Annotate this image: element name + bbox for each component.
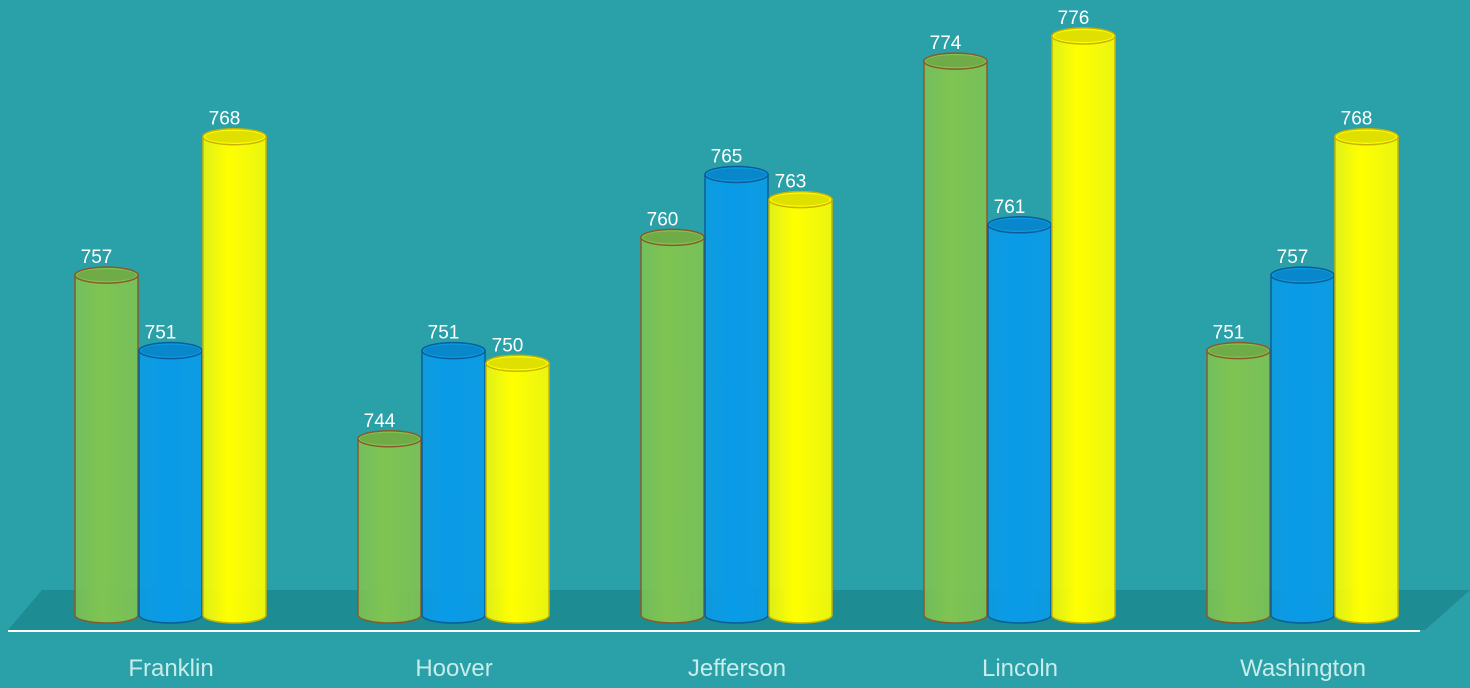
- bar-top: [987, 216, 1052, 234]
- bar-body: [138, 349, 203, 624]
- category-label-jefferson: Jefferson: [688, 655, 786, 682]
- bar-top-shade: [488, 357, 547, 370]
- bar-top: [357, 430, 422, 448]
- bar-body: [421, 349, 486, 624]
- bar-top-shade: [1209, 344, 1268, 357]
- bar-body: [485, 362, 550, 624]
- bar-washington-series-1: [1206, 341, 1271, 624]
- data-label-washington-series-3: 768: [1341, 109, 1373, 130]
- bar-top: [485, 354, 550, 373]
- data-label-franklin-series-1: 757: [81, 247, 113, 268]
- bar-lincoln-series-1: [923, 52, 988, 624]
- data-label-washington-series-1: 751: [1213, 323, 1245, 344]
- bar-top-shade: [77, 269, 136, 282]
- data-label-jefferson-series-3: 763: [775, 172, 807, 193]
- bar-body: [74, 274, 139, 624]
- bar-top: [74, 266, 139, 284]
- data-label-lincoln-series-1: 774: [930, 33, 962, 54]
- bar-body: [768, 198, 833, 624]
- data-label-hoover-series-2: 751: [428, 323, 460, 344]
- bar-body: [704, 173, 769, 624]
- bar-jefferson-series-2: [704, 165, 769, 624]
- bar-body: [202, 135, 267, 624]
- category-label-washington: Washington: [1240, 655, 1366, 682]
- bar-body: [640, 236, 705, 624]
- data-label-washington-series-2: 757: [1277, 247, 1309, 268]
- bar-body: [923, 60, 988, 624]
- bar-top-shade: [1273, 269, 1332, 282]
- bar-body: [987, 224, 1052, 624]
- bar-franklin-series-1: [74, 266, 139, 624]
- bar-body: [357, 438, 422, 624]
- bar-top: [704, 165, 769, 184]
- bar-top: [640, 228, 705, 247]
- category-label-franklin: Franklin: [128, 655, 213, 682]
- bar-top: [923, 52, 988, 70]
- bar-top-shade: [990, 218, 1049, 231]
- bar-hoover-series-1: [357, 430, 422, 624]
- bar-top: [138, 341, 203, 360]
- bar-washington-series-2: [1270, 266, 1335, 624]
- bar-top: [768, 190, 833, 209]
- bar-top-shade: [1054, 30, 1113, 42]
- bar-top: [1270, 266, 1335, 284]
- bar-top-shade: [141, 344, 200, 357]
- bar-top: [1206, 341, 1271, 360]
- bar-washington-series-3: [1334, 127, 1399, 624]
- bar-top: [202, 127, 267, 146]
- bar-lincoln-series-2: [987, 216, 1052, 624]
- bar-jefferson-series-3: [768, 190, 833, 624]
- data-label-franklin-series-2: 751: [145, 323, 177, 344]
- bar-body: [1206, 349, 1271, 624]
- bar-top-shade: [707, 168, 766, 181]
- bar-body: [1334, 135, 1399, 624]
- data-label-franklin-series-3: 768: [209, 109, 241, 130]
- value-labels-layer: 757 751 768 744 751 750 760 765 763 774 761 776 751 7…: [81, 8, 1373, 432]
- bar-top: [1051, 27, 1116, 45]
- bar-top-shade: [643, 231, 702, 244]
- data-label-jefferson-series-1: 760: [647, 209, 679, 230]
- category-label-hoover: Hoover: [415, 655, 492, 682]
- bar-top-shade: [1337, 130, 1396, 143]
- bar-hoover-series-2: [421, 341, 486, 624]
- bar-lincoln-series-3: [1051, 27, 1116, 624]
- bar-top-shade: [360, 432, 419, 445]
- bar-franklin-series-3: [202, 127, 267, 624]
- bar-top-shade: [205, 130, 264, 143]
- data-label-lincoln-series-2: 761: [994, 197, 1026, 218]
- bar-top-shade: [926, 55, 985, 68]
- category-labels-layer: Franklin Hoover Jefferson Lincoln Washington: [128, 655, 1366, 682]
- bar-top: [421, 341, 486, 360]
- bar-top-shade: [771, 193, 830, 206]
- bar-body: [1270, 274, 1335, 624]
- category-label-lincoln: Lincoln: [982, 655, 1058, 682]
- bar-top-shade: [424, 344, 483, 357]
- data-label-hoover-series-3: 750: [492, 335, 524, 356]
- bar-hoover-series-3: [485, 354, 550, 624]
- bars-layer: [74, 27, 1399, 624]
- bar-franklin-series-2: [138, 341, 203, 624]
- bar-jefferson-series-1: [640, 228, 705, 624]
- data-label-jefferson-series-2: 765: [711, 146, 743, 167]
- data-label-hoover-series-1: 744: [364, 411, 396, 432]
- data-label-lincoln-series-3: 776: [1058, 8, 1090, 29]
- bar-top: [1334, 127, 1399, 146]
- bar-body: [1051, 35, 1116, 624]
